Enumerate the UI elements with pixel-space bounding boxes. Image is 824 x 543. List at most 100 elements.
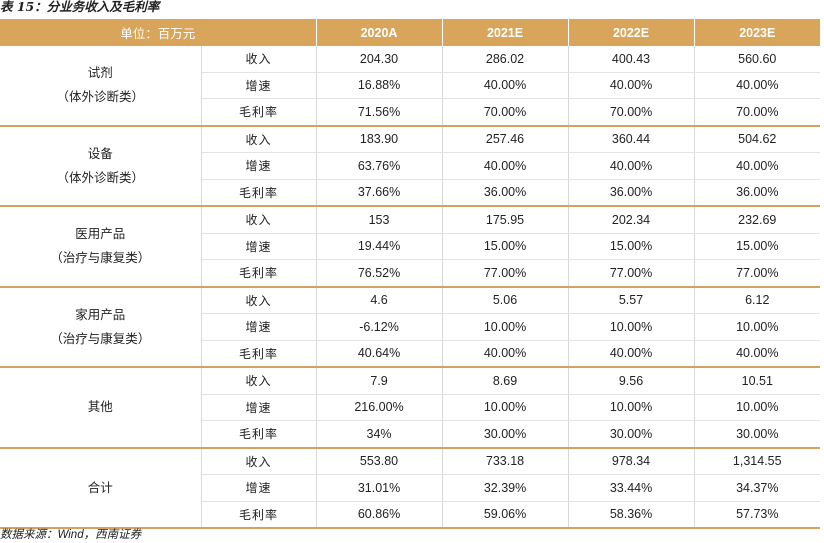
value-cell: 10.00% xyxy=(442,313,569,341)
value-cell: 33.44% xyxy=(568,474,695,502)
value-cell: 32.39% xyxy=(442,474,569,502)
value-cell: 40.00% xyxy=(442,340,569,368)
value-cell: 30.00% xyxy=(442,420,569,449)
year-header: 2021E xyxy=(442,19,569,46)
value-cell: 1,314.55 xyxy=(694,447,821,475)
table-row: 增速 63.76% 40.00% 40.00% 40.00% xyxy=(0,152,821,180)
value-cell: 31.01% xyxy=(316,474,443,502)
value-cell: 36.00% xyxy=(442,179,569,207)
metric-label: 毛利率 xyxy=(201,179,317,207)
value-cell: 5.06 xyxy=(442,286,569,314)
value-cell: 553.80 xyxy=(316,447,443,475)
value-cell: 978.34 xyxy=(568,447,695,475)
value-cell: 34% xyxy=(316,420,443,449)
table-row: 增速 19.44% 15.00% 15.00% 15.00% xyxy=(0,233,821,260)
segment-revenue-table: 单位：百万元 2020A 2021E 2022E 2023E 试剂 （体外诊断类）… xyxy=(0,19,821,529)
year-header: 2022E xyxy=(568,19,695,46)
value-cell: 6.12 xyxy=(694,286,821,314)
value-cell: 286.02 xyxy=(442,46,569,73)
value-cell: 30.00% xyxy=(694,420,821,449)
value-cell: -6.12% xyxy=(316,313,443,341)
value-cell: 70.00% xyxy=(568,98,695,127)
value-cell: 257.46 xyxy=(442,125,569,153)
metric-label: 收入 xyxy=(201,46,317,73)
value-cell: 40.00% xyxy=(568,340,695,368)
value-cell: 40.00% xyxy=(694,152,821,180)
value-cell: 216.00% xyxy=(316,394,443,421)
value-cell: 40.00% xyxy=(694,340,821,368)
value-cell: 40.00% xyxy=(442,72,569,99)
table-row: 设备 （体外诊断类） 收入 183.90 257.46 360.44 504.62 xyxy=(0,125,821,207)
value-cell: 70.00% xyxy=(442,98,569,127)
value-cell: 40.64% xyxy=(316,340,443,368)
metric-label: 收入 xyxy=(201,286,317,314)
metric-label: 毛利率 xyxy=(201,501,317,529)
year-header: 2023E xyxy=(694,19,821,46)
value-cell: 10.00% xyxy=(442,394,569,421)
metric-label: 增速 xyxy=(201,474,317,502)
value-cell: 10.00% xyxy=(568,313,695,341)
value-cell: 15.00% xyxy=(694,233,821,260)
table-row: 毛利率 34% 30.00% 30.00% 30.00% xyxy=(0,420,821,449)
value-cell: 63.76% xyxy=(316,152,443,180)
category-cell: 合计 xyxy=(0,447,202,529)
value-cell: 10.00% xyxy=(694,313,821,341)
category-name: 合计 xyxy=(87,479,113,495)
value-cell: 30.00% xyxy=(568,420,695,449)
table-row: 毛利率 71.56% 70.00% 70.00% 70.00% xyxy=(0,98,821,127)
value-cell: 733.18 xyxy=(442,447,569,475)
category-cell: 家用产品 （治疗与康复类） xyxy=(0,286,202,368)
table-title: 表 15：分业务收入及毛利率 xyxy=(0,0,160,14)
value-cell: 70.00% xyxy=(694,98,821,127)
category-name: 设备 xyxy=(87,145,113,161)
category-cell: 其他 xyxy=(0,367,202,449)
source-prefix: 数据来源： xyxy=(0,527,58,541)
value-cell: 77.00% xyxy=(442,259,569,288)
value-cell: 175.95 xyxy=(442,206,569,234)
table-row: 毛利率 40.64% 40.00% 40.00% 40.00% xyxy=(0,340,821,368)
table-row: 医用产品 （治疗与康复类） 收入 153 175.95 202.34 232.69 xyxy=(0,206,821,288)
source-wind: Wind xyxy=(57,529,84,541)
metric-label: 增速 xyxy=(201,72,317,99)
metric-label: 增速 xyxy=(201,152,317,180)
table-row: 试剂 （体外诊断类） 收入 204.30 286.02 400.43 560.60 xyxy=(0,46,821,127)
value-cell: 36.00% xyxy=(694,179,821,207)
value-cell: 9.56 xyxy=(568,367,695,395)
table-row: 增速 216.00% 10.00% 10.00% 10.00% xyxy=(0,394,821,421)
table-row: 增速 -6.12% 10.00% 10.00% 10.00% xyxy=(0,313,821,341)
value-cell: 40.00% xyxy=(442,152,569,180)
value-cell: 36.00% xyxy=(568,179,695,207)
value-cell: 77.00% xyxy=(568,259,695,288)
value-cell: 153 xyxy=(316,206,443,234)
category-subtitle: （治疗与康复类） xyxy=(50,250,151,266)
metric-label: 收入 xyxy=(201,447,317,475)
value-cell: 37.66% xyxy=(316,179,443,207)
value-cell: 202.34 xyxy=(568,206,695,234)
value-cell: 15.00% xyxy=(568,233,695,260)
table-row: 家用产品 （治疗与康复类） 收入 4.6 5.06 5.57 6.12 xyxy=(0,286,821,368)
metric-label: 毛利率 xyxy=(201,259,317,288)
metric-label: 收入 xyxy=(201,206,317,234)
metric-label: 增速 xyxy=(201,313,317,341)
metric-label: 增速 xyxy=(201,233,317,260)
value-cell: 232.69 xyxy=(694,206,821,234)
value-cell: 77.00% xyxy=(694,259,821,288)
unit-header: 单位：百万元 xyxy=(0,19,317,46)
value-cell: 5.57 xyxy=(568,286,695,314)
table-row: 毛利率 60.86% 59.06% 58.36% 57.73% xyxy=(0,501,821,529)
value-cell: 10.00% xyxy=(694,394,821,421)
value-cell: 40.00% xyxy=(568,152,695,180)
value-cell: 58.36% xyxy=(568,501,695,529)
value-cell: 60.86% xyxy=(316,501,443,529)
metric-label: 毛利率 xyxy=(201,420,317,449)
value-cell: 10.51 xyxy=(694,367,821,395)
metric-label: 收入 xyxy=(201,367,317,395)
value-cell: 204.30 xyxy=(316,46,443,73)
value-cell: 7.9 xyxy=(316,367,443,395)
category-name: 医用产品 xyxy=(75,226,126,242)
value-cell: 59.06% xyxy=(442,501,569,529)
value-cell: 76.52% xyxy=(316,259,443,288)
value-cell: 504.62 xyxy=(694,125,821,153)
category-cell: 医用产品 （治疗与康复类） xyxy=(0,206,202,288)
category-cell: 试剂 （体外诊断类） xyxy=(0,46,202,127)
